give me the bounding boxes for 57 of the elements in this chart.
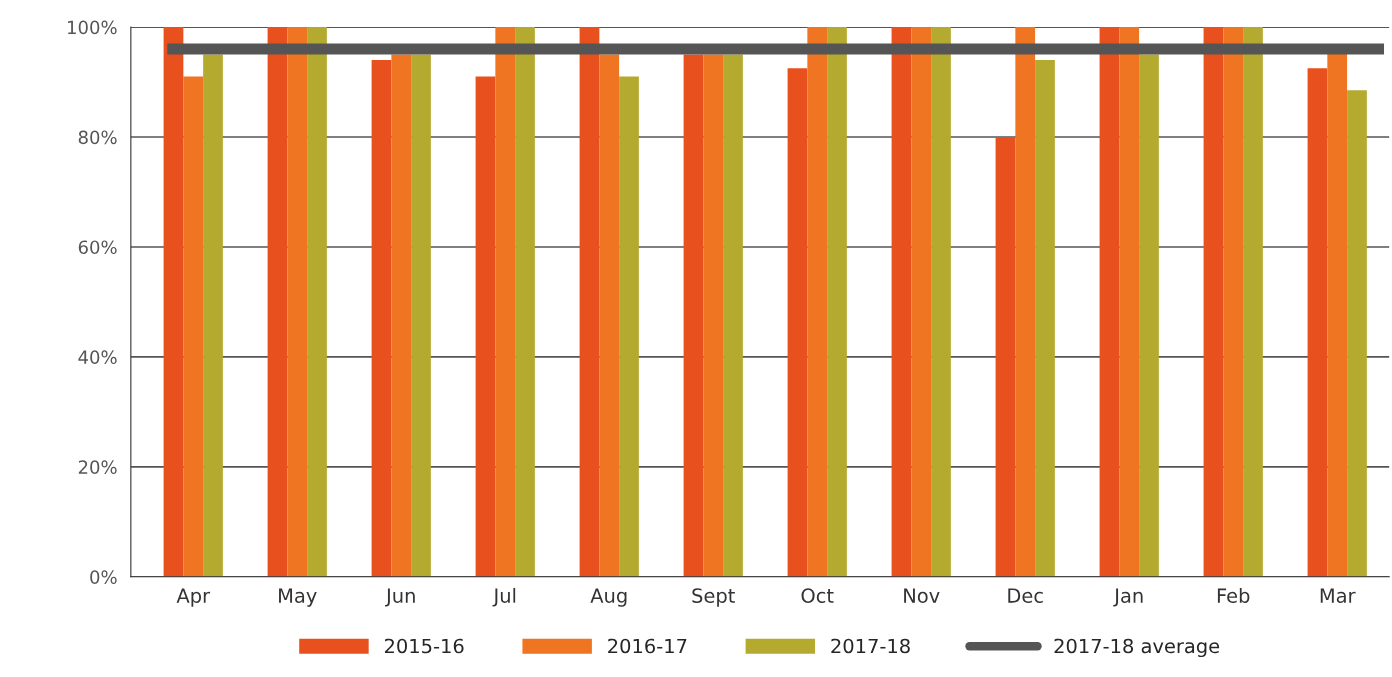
x-tick-label: Jun <box>385 588 415 607</box>
bar <box>495 27 516 577</box>
x-tick-label: Nov <box>904 588 940 603</box>
bar <box>1307 68 1328 577</box>
x-tick-label: Aug <box>590 588 627 607</box>
legend-label: 2016-17 <box>608 638 687 654</box>
bar <box>995 137 1016 577</box>
x-tick-label: Jan <box>1113 588 1143 607</box>
bar <box>703 54 724 577</box>
bar <box>515 27 535 577</box>
bar <box>1099 27 1120 577</box>
y-tick-label: 80% <box>78 130 117 145</box>
bar <box>579 27 600 577</box>
x-tick-label: Apr <box>176 588 211 607</box>
legend-label: 2017-18 average <box>1054 638 1220 658</box>
bar <box>307 27 327 577</box>
bar <box>1223 27 1244 577</box>
bar <box>1203 27 1224 577</box>
x-tick-label: Sept <box>692 588 735 607</box>
bar <box>1347 90 1367 577</box>
x-tick-label: Feb <box>1217 587 1250 603</box>
bar <box>619 76 639 577</box>
bar <box>931 27 951 577</box>
x-tick-label: Mar <box>1320 588 1356 603</box>
bar <box>807 27 828 577</box>
bar <box>391 54 412 577</box>
bar <box>163 27 184 577</box>
bar <box>1243 27 1263 577</box>
x-tick-label: Oct <box>801 588 834 603</box>
bar <box>723 54 743 577</box>
y-tick-label: 100% <box>68 20 117 35</box>
bar <box>827 27 847 577</box>
bar <box>599 54 620 577</box>
legend-label: 2015-16 <box>384 638 464 654</box>
x-tick-label: Dec <box>1008 588 1043 603</box>
bar <box>1119 27 1140 577</box>
x-tick-label: May <box>279 588 317 607</box>
bar <box>891 27 912 577</box>
y-tick-label: 0% <box>90 570 117 584</box>
bar <box>911 27 932 577</box>
bar <box>787 68 808 577</box>
bar <box>1015 27 1036 577</box>
bar <box>371 60 392 577</box>
bar <box>183 76 204 577</box>
y-tick-label: 20% <box>78 460 117 474</box>
bar <box>411 54 431 577</box>
legend-label: 2017-18 <box>831 638 910 654</box>
bar <box>203 54 223 577</box>
bar <box>287 27 308 577</box>
bar <box>683 54 704 577</box>
bar <box>1035 60 1055 577</box>
bar <box>475 76 496 577</box>
bar <box>1139 54 1159 577</box>
x-tick-label: Jul <box>492 587 516 607</box>
y-tick-label: 40% <box>78 350 117 365</box>
bar <box>267 27 288 577</box>
y-tick-label: 60% <box>78 240 117 255</box>
